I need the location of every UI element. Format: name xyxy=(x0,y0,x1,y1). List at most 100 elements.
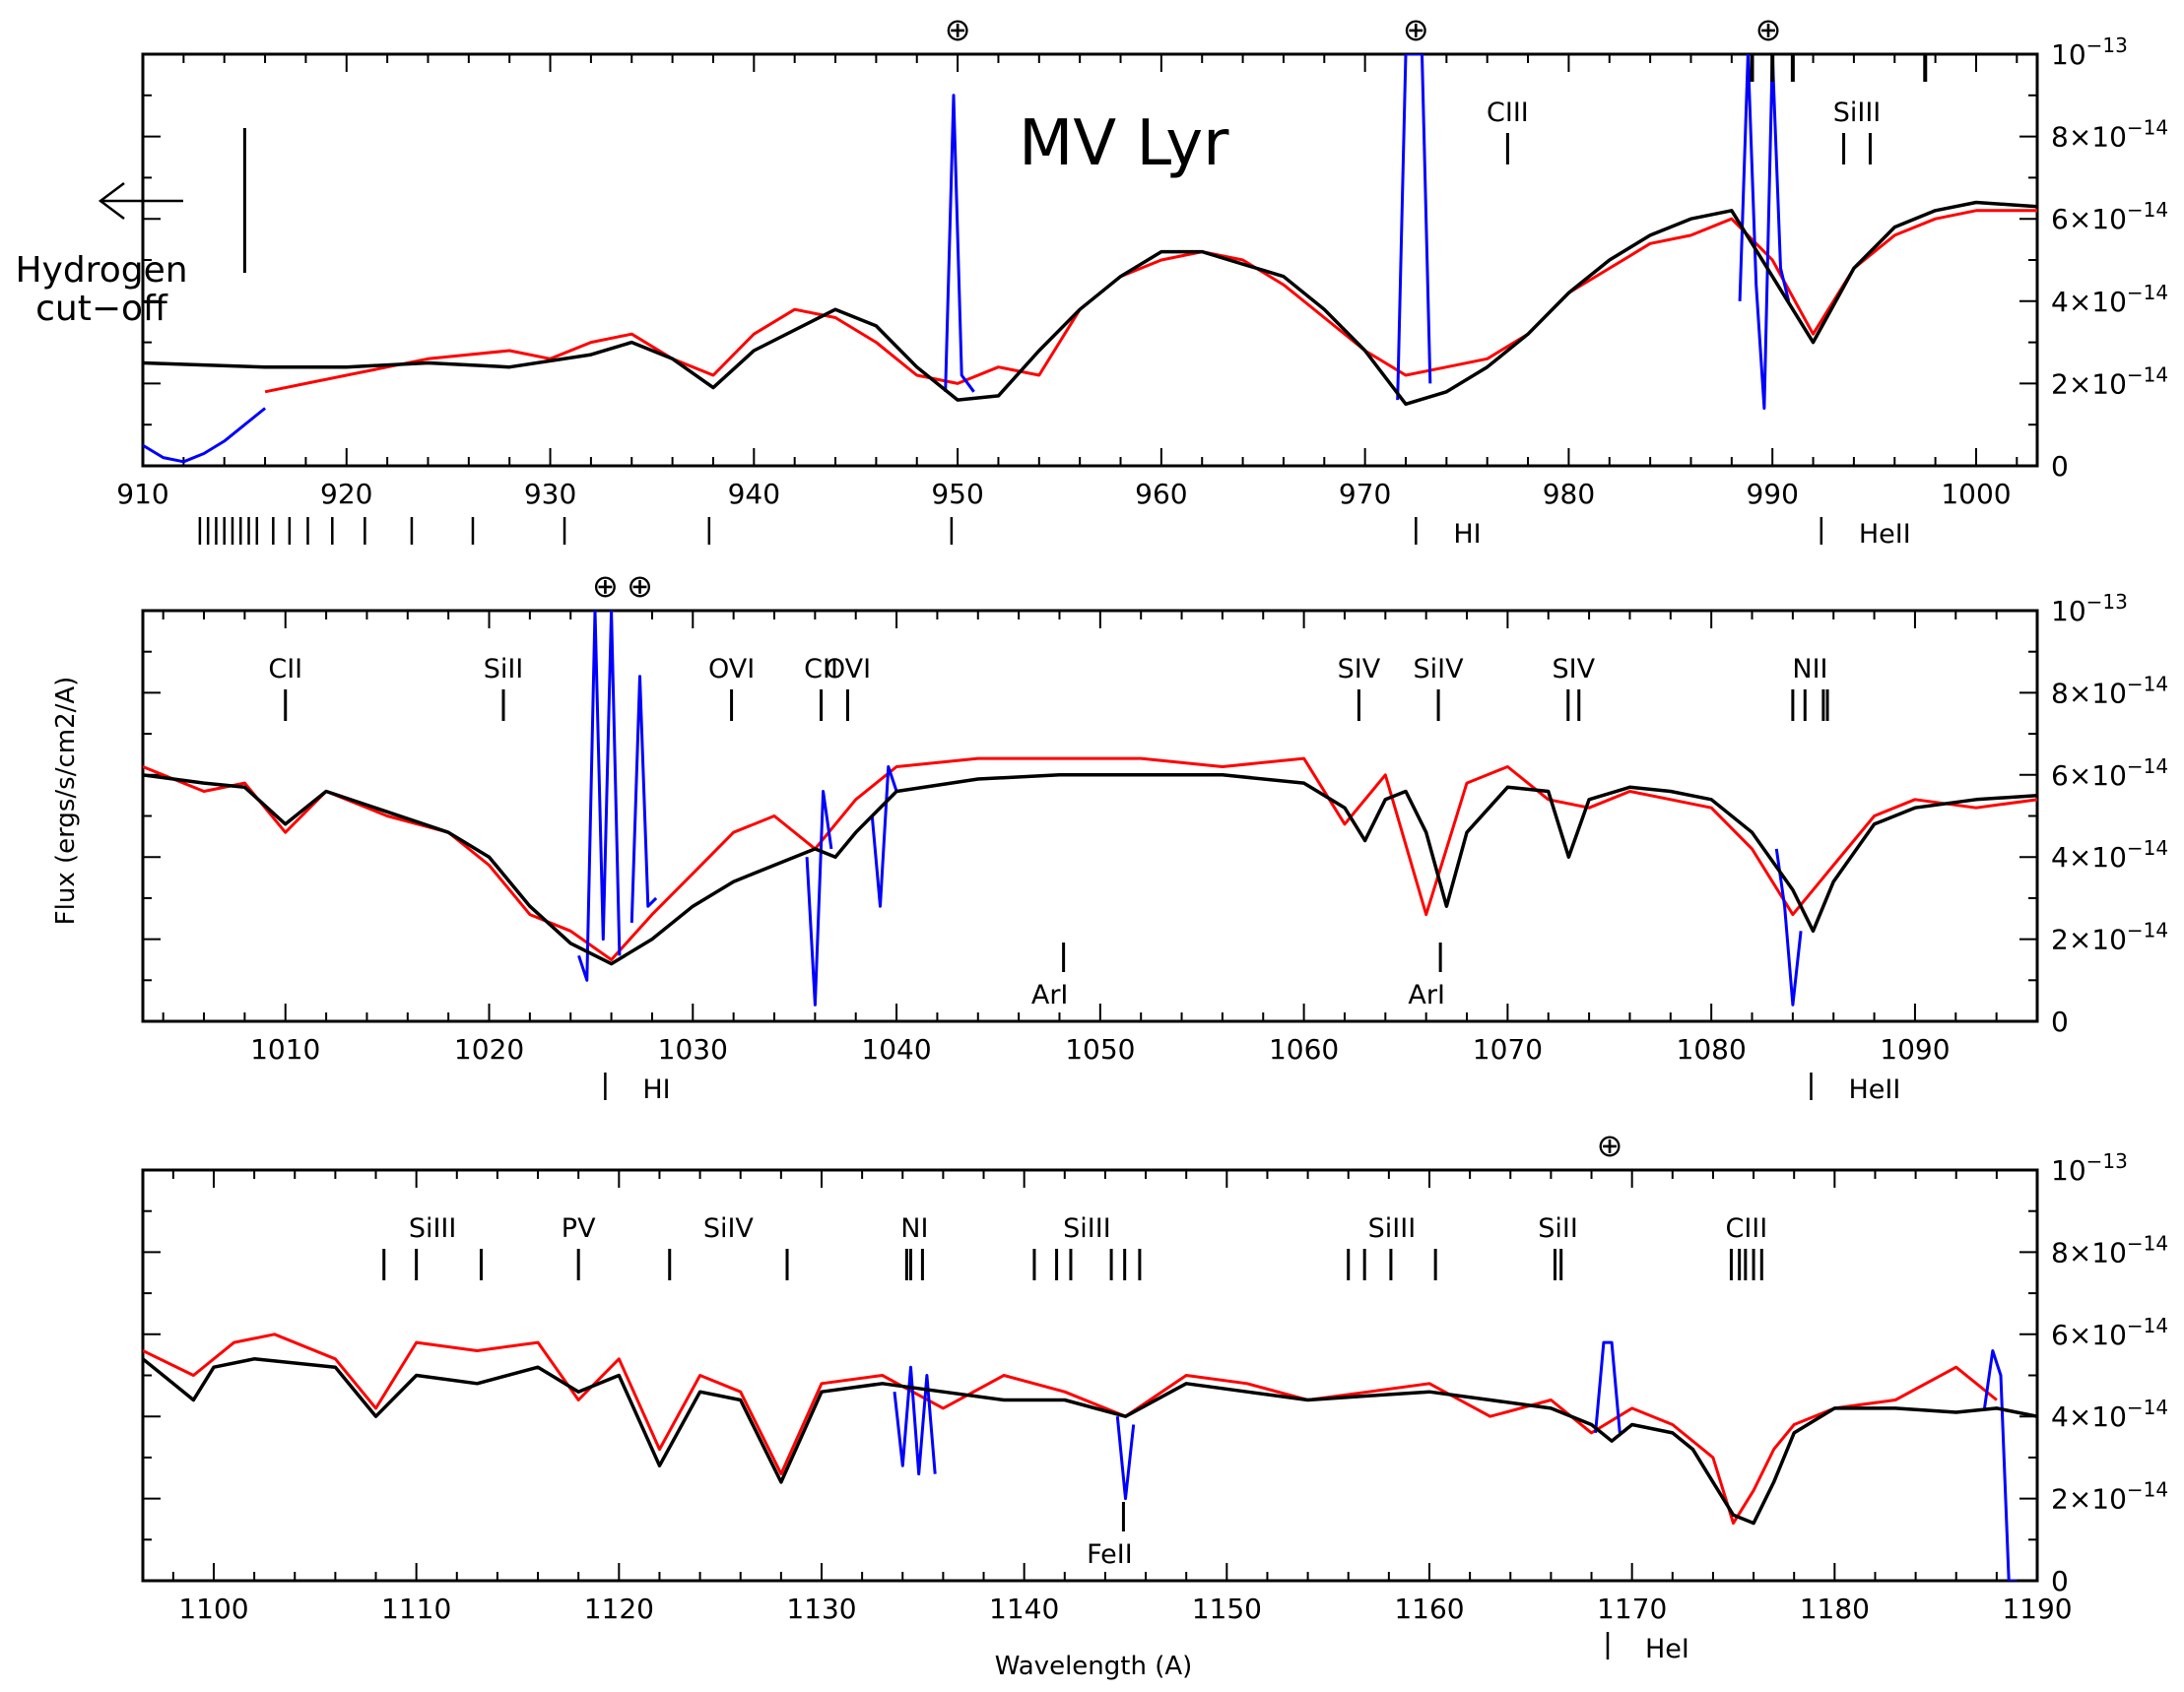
y-tick-base: 0 xyxy=(2051,1006,2069,1038)
y-tick-exponent: −14 xyxy=(2127,672,2168,695)
x-tick-label: 1120 xyxy=(584,1593,654,1625)
x-tick-label: 1160 xyxy=(1394,1593,1464,1625)
x-tick-label: 1100 xyxy=(178,1593,248,1625)
y-tick-exponent: −13 xyxy=(2086,590,2128,614)
x-tick-label: 910 xyxy=(116,478,168,510)
series-model-line xyxy=(143,200,2037,407)
y-axis-label: Flux (ergs/s/cm2/A) xyxy=(51,677,81,926)
y-tick-label: 10−13 xyxy=(2051,1149,2128,1187)
ion-marker-label: CIII xyxy=(1725,1213,1767,1244)
ion-marker-label: ArI xyxy=(1408,980,1445,1010)
series-model-line xyxy=(143,1357,2037,1526)
series-observed-line xyxy=(143,756,2037,961)
x-tick-label: 1180 xyxy=(1800,1593,1870,1625)
y-tick-label: 2×10−14 xyxy=(2051,362,2168,400)
plot-area xyxy=(143,1333,2037,1581)
y-tick-base: 10 xyxy=(2051,595,2086,627)
plot-area xyxy=(143,54,2037,464)
x-tick-label: 940 xyxy=(728,478,780,510)
series-excluded-line xyxy=(870,765,898,908)
y-tick-label: 4×10−14 xyxy=(2051,836,2168,874)
series-excluded-line xyxy=(1594,1340,1621,1434)
series-excluded-line xyxy=(893,1365,937,1476)
y-tick-base: 4×10 xyxy=(2051,1400,2127,1433)
ion-marker-label: SIV xyxy=(1338,654,1381,684)
series-observed-line xyxy=(143,1333,1998,1526)
ion-marker-label: SiIII xyxy=(1063,1213,1111,1244)
plot-frame xyxy=(141,609,2039,1023)
x-tick-label: 1070 xyxy=(1473,1033,1543,1066)
y-tick-base: 4×10 xyxy=(2051,286,2127,318)
y-tick-base: 8×10 xyxy=(2051,1236,2127,1269)
ion-marker-label: NI xyxy=(900,1213,928,1244)
y-tick-label: 0 xyxy=(2051,450,2069,483)
ion-marker-label: SIV xyxy=(1552,654,1595,684)
x-tick-label: 930 xyxy=(524,478,576,510)
y-tick-label: 6×10−14 xyxy=(2051,1314,2168,1351)
y-tick-base: 2×10 xyxy=(2051,367,2127,400)
y-tick-label: 4×10−14 xyxy=(2051,1396,2168,1433)
series-excluded-line xyxy=(1774,848,1803,1007)
x-tick-label: 1010 xyxy=(250,1033,320,1066)
ion-marker-label: SiII xyxy=(484,654,524,684)
series-excluded-line xyxy=(143,407,267,464)
x-tick-label: 980 xyxy=(1543,478,1595,510)
plot-area xyxy=(143,611,2037,1007)
x-tick-label: 920 xyxy=(320,478,372,510)
series-model-line xyxy=(143,773,2037,966)
y-tick-label: 6×10−14 xyxy=(2051,754,2168,792)
panel-middle: 1010 1020 1030 1040 1050 1060 1070 1080 1090 0 2×1… xyxy=(141,567,2168,1105)
x-tick-label: 1040 xyxy=(861,1033,931,1066)
ion-marker-label: PV xyxy=(562,1213,596,1244)
y-tick-label: 6×10−14 xyxy=(2051,198,2168,235)
ion-marker-label: OVI xyxy=(708,654,755,684)
x-tick-label: 960 xyxy=(1135,478,1187,510)
x-tick-label: 1190 xyxy=(2002,1593,2072,1625)
y-tick-base: 4×10 xyxy=(2051,841,2127,874)
y-tick-exponent: −14 xyxy=(2127,198,2168,222)
ion-marker-label: OVI xyxy=(825,654,871,684)
series-observed-line xyxy=(264,209,2037,394)
y-tick-label: 8×10−14 xyxy=(2051,672,2168,709)
left-arrow-icon-head xyxy=(98,182,125,220)
series-excluded-line xyxy=(629,675,658,923)
x-tick-label: 1130 xyxy=(786,1593,856,1625)
y-tick-label: 0 xyxy=(2051,1006,2069,1038)
target-title: MV Lyr xyxy=(1019,107,1229,180)
y-tick-exponent: −14 xyxy=(2127,1231,2168,1255)
y-tick-exponent: −14 xyxy=(2127,362,2168,386)
y-tick-exponent: −13 xyxy=(2086,33,2128,57)
y-tick-label: 2×10−14 xyxy=(2051,1478,2168,1516)
series-excluded-line xyxy=(1738,54,1791,410)
y-tick-base: 2×10 xyxy=(2051,1483,2127,1516)
ion-marker-label: SiII xyxy=(1538,1213,1578,1244)
earth-symbol-icon: ⊕ xyxy=(945,11,971,48)
x-tick-label: 1060 xyxy=(1269,1033,1339,1066)
y-tick-exponent: −14 xyxy=(2127,836,2168,860)
y-tick-base: 8×10 xyxy=(2051,677,2127,709)
x-tick-label: 1090 xyxy=(1880,1033,1950,1066)
series-excluded-line xyxy=(805,790,833,1007)
earth-symbol-icon: ⊕ xyxy=(627,567,653,605)
ion-marker-label: ArI xyxy=(1031,980,1069,1010)
ion-marker-label: CII xyxy=(268,654,302,684)
x-tick-label: 1170 xyxy=(1597,1593,1667,1625)
x-tick-label: 1110 xyxy=(381,1593,451,1625)
series-excluded-line xyxy=(1396,54,1432,401)
y-tick-exponent: −14 xyxy=(2127,281,2168,304)
y-tick-label: 8×10−14 xyxy=(2051,116,2168,154)
y-tick-label: 10−13 xyxy=(2051,33,2128,71)
x-axis-label: Wavelength (A) xyxy=(995,1652,1193,1681)
y-tick-label: 8×10−14 xyxy=(2051,1231,2168,1269)
ion-marker-label: CII xyxy=(804,654,838,684)
ion-marker-label: SiIII xyxy=(1368,1213,1417,1244)
earth-symbol-icon: ⊕ xyxy=(1597,1127,1623,1164)
y-tick-exponent: −14 xyxy=(2127,919,2168,943)
ion-marker-label: HeI xyxy=(1645,1634,1689,1664)
ion-marker-label: HI xyxy=(1453,519,1481,550)
y-tick-exponent: −14 xyxy=(2127,1314,2168,1337)
y-tick-base: 2×10 xyxy=(2051,924,2127,956)
earth-symbol-icon: ⊕ xyxy=(1755,11,1782,48)
y-tick-exponent: −13 xyxy=(2086,1149,2128,1173)
